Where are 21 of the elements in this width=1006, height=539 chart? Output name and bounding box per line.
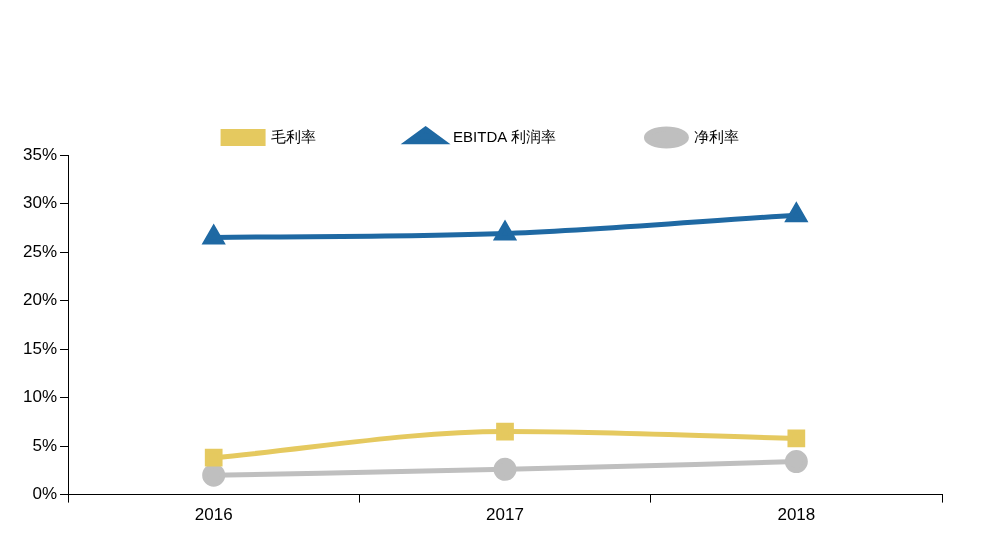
y-tick-label: 5% <box>32 435 58 455</box>
x-tick-label: 2016 <box>194 505 233 525</box>
y-tick-label: 0% <box>32 484 58 504</box>
x-tick-label: 2018 <box>777 505 816 525</box>
point <box>787 429 806 448</box>
y-tick-label: 30% <box>22 193 58 213</box>
y-tick-label: 35% <box>22 144 58 164</box>
legend-label: 毛利率 <box>270 127 316 145</box>
point <box>204 448 223 467</box>
point <box>493 457 517 481</box>
legend-label: 净利率 <box>693 127 739 145</box>
y-tick-label: 20% <box>22 290 58 310</box>
point <box>784 450 808 474</box>
y-tick-label: 10% <box>22 387 58 407</box>
legend-label: EBITDA 利润率 <box>453 127 556 145</box>
x-tick-label: 2017 <box>486 505 524 525</box>
point <box>496 422 514 441</box>
y-tick-label: 15% <box>22 338 58 358</box>
point <box>201 223 226 245</box>
y-tick-label: 25% <box>22 241 58 261</box>
point <box>784 201 809 223</box>
